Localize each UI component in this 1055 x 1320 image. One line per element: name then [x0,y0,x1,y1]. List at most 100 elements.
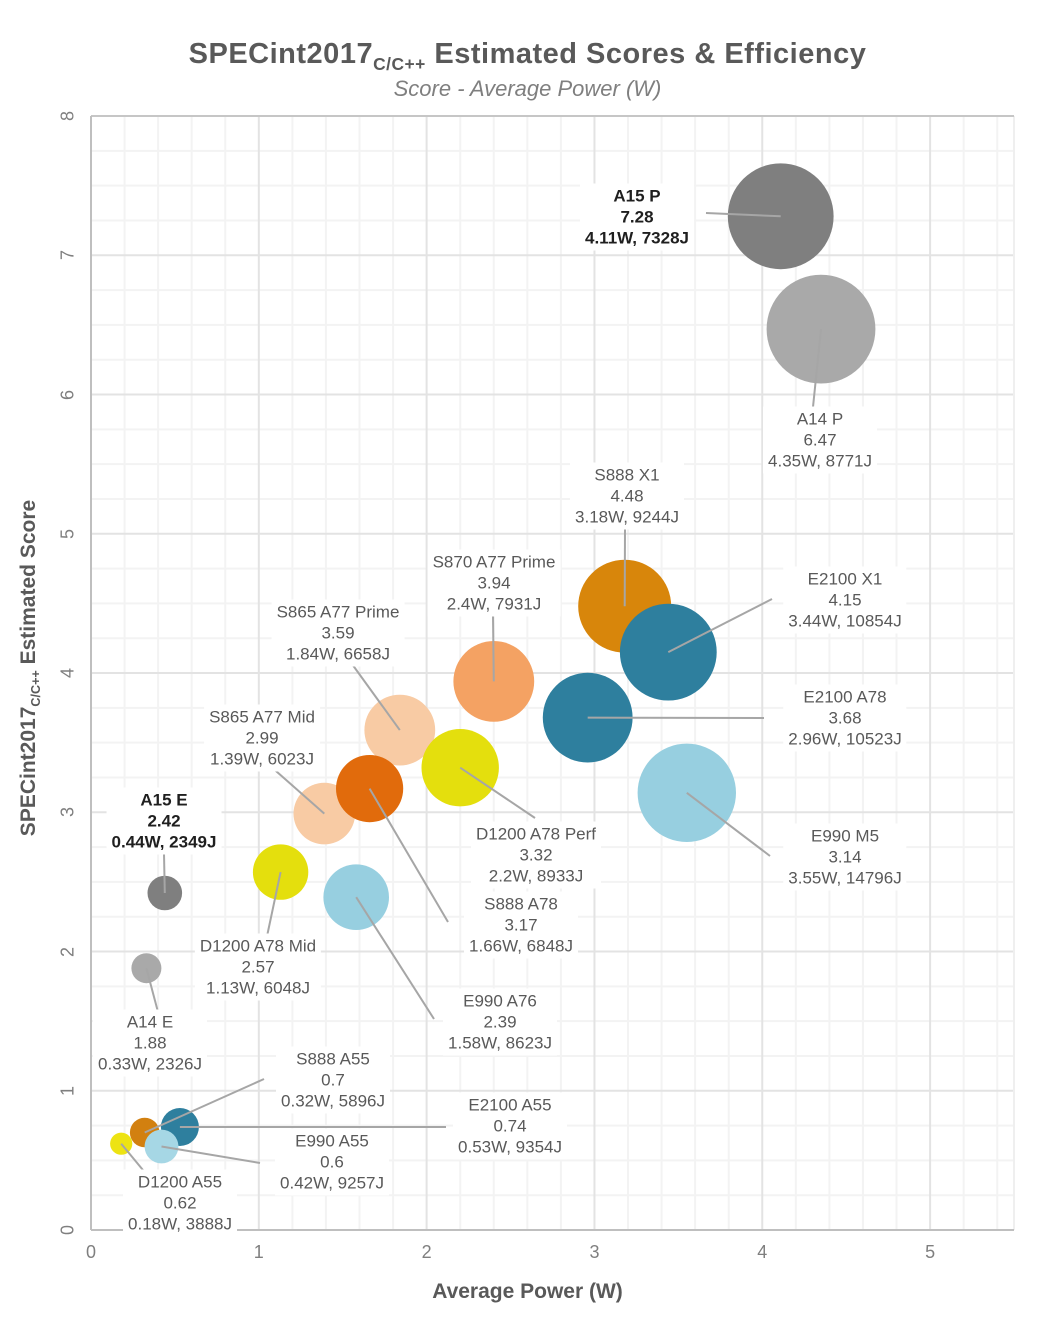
label-detail: 3.18W, 9244J [575,507,679,527]
label-score: 0.74 [493,1116,527,1136]
label-score: 2.99 [245,728,279,748]
y-tick-label: 5 [57,528,78,539]
y-tick-label: 3 [57,807,78,818]
label-score: 4.48 [610,486,644,506]
leader-line-e990-a76 [355,896,435,1020]
label-detail: 3.44W, 10854J [788,611,902,631]
y-tick-label: 4 [57,667,78,679]
label-score: 3.94 [477,573,511,593]
label-score: 3.59 [321,623,355,643]
label-score: 2.42 [147,811,181,831]
label-detail: 2.2W, 8933J [488,866,584,886]
label-s888-a55: S888 A55 0.7 0.32W, 5896J [276,1046,390,1114]
label-score: 3.68 [828,708,862,728]
leader-line-s865-a77-mid [267,763,325,815]
label-name: A15 P [613,186,661,206]
x-tick-label: 5 [925,1242,936,1262]
leader-line-s888-a55 [144,1078,265,1134]
label-a14-e: A14 E 1.88 0.33W, 2326J [93,1009,207,1077]
label-detail: 1.66W, 6848J [469,936,573,956]
leader-line-e2100-x1 [667,598,773,653]
x-tick-label: 4 [757,1242,768,1262]
label-name: E990 A55 [295,1131,369,1151]
chart-subtitle: Score - Average Power (W) [393,76,662,101]
label-detail: 2.4W, 7931J [446,594,542,614]
label-a14-p: A14 P 6.47 4.35W, 8771J [763,406,877,474]
leader-line-a15-e [163,853,166,894]
label-detail: 1.13W, 6048J [206,978,310,998]
x-axis-title: Average Power (W) [432,1280,623,1303]
x-tick-label: 2 [421,1242,432,1262]
label-name: E2100 A78 [803,687,887,707]
label-name: E990 M5 [810,826,880,846]
label-detail: 0.32W, 5896J [281,1091,385,1111]
label-e2100-x1: E2100 X1 4.15 3.44W, 10854J [783,566,907,634]
y-tick-label: 1 [57,1085,78,1096]
label-s888-a78: S888 A78 3.17 1.66W, 6848J [464,891,578,959]
leader-line-e990-m5 [686,792,771,857]
label-name: S888 A78 [484,894,558,914]
label-name: S870 A77 Prime [432,552,556,572]
label-d1200-a55: D1200 A55 0.62 0.18W, 3888J [123,1169,237,1237]
label-name: A14 P [796,409,844,429]
label-name: S888 X1 [594,465,660,485]
label-detail: 3.55W, 14796J [788,868,902,888]
chart-title: SPECint2017C/C++ Estimated Scores & Effi… [0,38,1055,75]
label-name: D1200 A78 Perf [475,824,597,844]
label-score: 2.57 [241,957,275,977]
label-detail: 0.18W, 3888J [128,1214,232,1234]
label-score: 0.6 [320,1152,344,1172]
leader-line-s888-a78 [368,788,449,923]
label-s865-a77-mid: S865 A77 Mid 2.99 1.39W, 6023J [204,704,320,772]
chart-title-suffix: Estimated Scores & Efficiency [425,38,867,70]
label-name: E990 A76 [463,991,537,1011]
chart-title-prefix: SPECint2017 [188,38,374,70]
label-detail: 1.58W, 8623J [448,1033,552,1053]
label-d1200-a78-mid: D1200 A78 Mid 2.57 1.13W, 6048J [194,933,322,1001]
label-score: 2.39 [483,1012,517,1032]
label-s888-x1: S888 X1 4.48 3.18W, 9244J [570,462,684,530]
label-score: 3.14 [828,847,862,867]
label-name: S865 A77 Mid [209,707,315,727]
leader-line-s870-a77-prime [492,615,495,682]
label-score: 1.88 [133,1033,167,1053]
y-tick-label: 0 [57,1224,78,1236]
label-detail: 0.42W, 9257J [280,1173,384,1193]
label-e990-a76: E990 A76 2.39 1.58W, 8623J [443,988,557,1056]
bubble-e2100-a78 [542,672,633,763]
label-e2100-a78: E2100 A78 3.68 2.96W, 10523J [783,684,907,752]
label-e990-m5: E990 M5 3.14 3.55W, 14796J [783,823,907,891]
label-detail: 0.53W, 9354J [458,1137,562,1157]
label-score: 4.15 [828,590,862,610]
label-name: S865 A77 Prime [276,602,400,622]
label-score: 3.32 [519,845,553,865]
label-detail: 2.96W, 10523J [788,729,902,749]
label-name: E2100 A55 [468,1095,552,1115]
label-score: 0.62 [163,1193,197,1213]
leader-line-a15-p [705,212,781,218]
x-tick-label: 1 [253,1242,264,1262]
label-detail: 4.35W, 8771J [768,451,872,471]
label-s870-a77-prime: S870 A77 Prime 3.94 2.4W, 7931J [427,549,561,617]
y-tick-label: 8 [57,110,78,122]
leader-line-d1200-a78-mid [265,871,282,942]
y-tick-label: 7 [57,250,78,261]
label-score: 7.28 [620,207,654,227]
label-detail: 0.44W, 2349J [111,832,217,852]
label-s865-a77-prime: S865 A77 Prime 3.59 1.84W, 6658J [271,599,405,667]
leader-line-d1200-a78-perf [459,766,536,819]
label-d1200-a78-perf: D1200 A78 Perf 3.32 2.2W, 8933J [470,821,602,889]
chart-title-subscript: C/C++ [373,53,426,74]
leader-line-s865-a77-prime [351,663,401,731]
label-name: D1200 A78 Mid [199,936,317,956]
leader-line-a14-e [145,967,159,1013]
label-name: E2100 X1 [807,569,883,589]
label-name: S888 A55 [296,1049,370,1069]
label-detail: 0.33W, 2326J [98,1054,202,1074]
label-e990-a55: E990 A55 0.6 0.42W, 9257J [275,1128,389,1196]
label-detail: 1.84W, 6658J [286,644,390,664]
x-tick-label: 3 [589,1242,600,1262]
label-e2100-a55: E2100 A55 0.74 0.53W, 9354J [453,1092,567,1160]
y-tick-label: 2 [57,946,78,957]
